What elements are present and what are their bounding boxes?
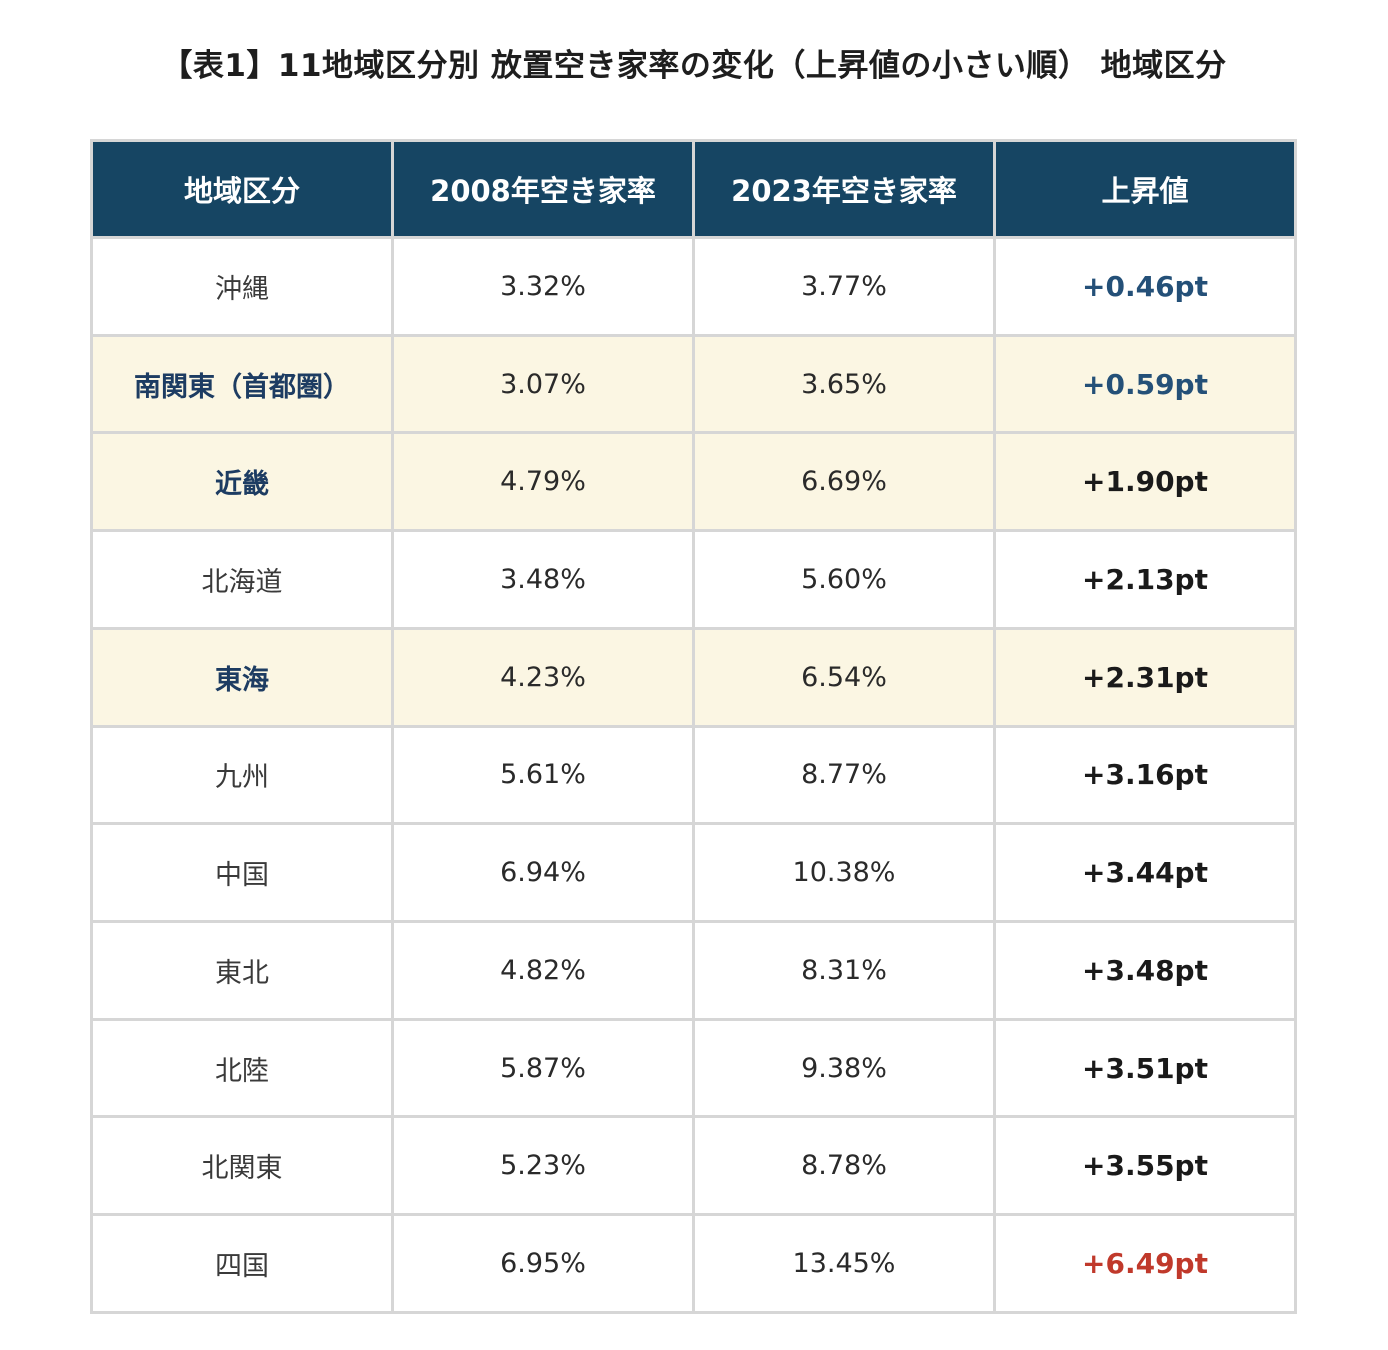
- cell-rate-2008: 4.23%: [394, 629, 692, 725]
- cell-rate-2008: 5.87%: [394, 1020, 692, 1116]
- cell-rise: +0.46pt: [996, 239, 1294, 334]
- table-row: 沖縄 3.32% 3.77% +0.46pt: [93, 239, 1294, 334]
- cell-region: 九州: [93, 727, 391, 823]
- table-row: 北陸 5.87% 9.38% +3.51pt: [93, 1020, 1294, 1116]
- vacancy-rate-table-container: 地域区分 2008年空き家率 2023年空き家率 上昇値 沖縄 3.32% 3.…: [90, 139, 1297, 1314]
- cell-rate-2023: 8.31%: [695, 923, 993, 1018]
- table-row: 四国 6.95% 13.45% +6.49pt: [93, 1216, 1294, 1311]
- cell-rate-2008: 3.32%: [394, 239, 692, 334]
- cell-rate-2008: 4.79%: [394, 434, 692, 530]
- cell-region: 沖縄: [93, 239, 391, 334]
- cell-rise: +6.49pt: [996, 1216, 1294, 1311]
- cell-rise: +3.44pt: [996, 825, 1294, 921]
- cell-rise: +3.55pt: [996, 1118, 1294, 1214]
- vacancy-rate-table: 地域区分 2008年空き家率 2023年空き家率 上昇値 沖縄 3.32% 3.…: [90, 139, 1297, 1314]
- header-region: 地域区分: [93, 142, 391, 236]
- cell-rise: +3.51pt: [996, 1020, 1294, 1116]
- table-row: 南関東（首都圏） 3.07% 3.65% +0.59pt: [93, 336, 1294, 432]
- cell-rise: +2.13pt: [996, 532, 1294, 627]
- cell-rise: +1.90pt: [996, 434, 1294, 530]
- table-header-row: 地域区分 2008年空き家率 2023年空き家率 上昇値: [93, 142, 1294, 236]
- table-row: 近畿 4.79% 6.69% +1.90pt: [93, 434, 1294, 530]
- table-row: 北海道 3.48% 5.60% +2.13pt: [93, 532, 1294, 627]
- header-rate-2008: 2008年空き家率: [394, 142, 692, 236]
- cell-rate-2008: 5.23%: [394, 1118, 692, 1214]
- cell-rate-2008: 3.48%: [394, 532, 692, 627]
- cell-rate-2023: 3.65%: [695, 336, 993, 432]
- table-row: 九州 5.61% 8.77% +3.16pt: [93, 727, 1294, 823]
- cell-rate-2023: 13.45%: [695, 1216, 993, 1311]
- cell-rate-2008: 4.82%: [394, 923, 692, 1018]
- cell-region: 北陸: [93, 1020, 391, 1116]
- cell-region: 中国: [93, 825, 391, 921]
- cell-rate-2008: 6.94%: [394, 825, 692, 921]
- cell-region: 北海道: [93, 532, 391, 627]
- header-rate-2023: 2023年空き家率: [695, 142, 993, 236]
- cell-rise: +0.59pt: [996, 336, 1294, 432]
- table-row: 中国 6.94% 10.38% +3.44pt: [93, 825, 1294, 921]
- cell-rate-2008: 6.95%: [394, 1216, 692, 1311]
- cell-rate-2023: 6.54%: [695, 629, 993, 725]
- cell-rate-2023: 6.69%: [695, 434, 993, 530]
- cell-region: 南関東（首都圏）: [93, 336, 391, 432]
- cell-rate-2023: 3.77%: [695, 239, 993, 334]
- cell-region: 近畿: [93, 434, 391, 530]
- table-row: 東海 4.23% 6.54% +2.31pt: [93, 629, 1294, 725]
- cell-region: 北関東: [93, 1118, 391, 1214]
- header-rise: 上昇値: [996, 142, 1294, 236]
- cell-region: 東海: [93, 629, 391, 725]
- cell-rise: +2.31pt: [996, 629, 1294, 725]
- cell-rate-2023: 8.77%: [695, 727, 993, 823]
- cell-rise: +3.16pt: [996, 727, 1294, 823]
- cell-rate-2023: 9.38%: [695, 1020, 993, 1116]
- cell-rate-2023: 10.38%: [695, 825, 993, 921]
- cell-rate-2023: 8.78%: [695, 1118, 993, 1214]
- cell-region: 四国: [93, 1216, 391, 1311]
- cell-rate-2023: 5.60%: [695, 532, 993, 627]
- table-row: 北関東 5.23% 8.78% +3.55pt: [93, 1118, 1294, 1214]
- cell-rate-2008: 5.61%: [394, 727, 692, 823]
- cell-rise: +3.48pt: [996, 923, 1294, 1018]
- table-title: 【表1】11地域区分別 放置空き家率の変化（上昇値の小さい順） 地域区分: [161, 48, 1227, 84]
- table-row: 東北 4.82% 8.31% +3.48pt: [93, 923, 1294, 1018]
- cell-rate-2008: 3.07%: [394, 336, 692, 432]
- cell-region: 東北: [93, 923, 391, 1018]
